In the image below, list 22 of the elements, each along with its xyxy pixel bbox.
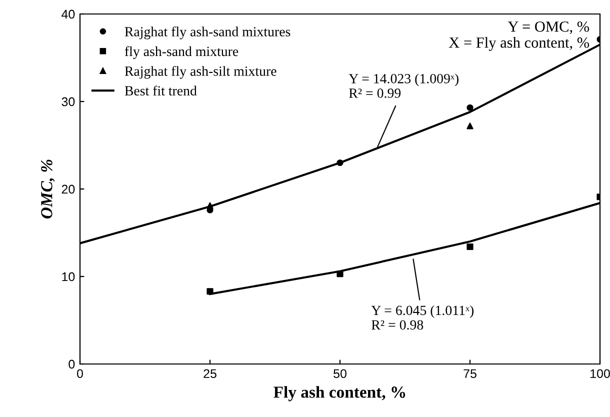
point bbox=[466, 122, 474, 130]
y-tick-label: 20 bbox=[62, 184, 75, 194]
y-tick-label: 40 bbox=[62, 10, 75, 19]
annotation: Y = 6.045 (1.011ˣ) R² = 0.98 bbox=[371, 305, 474, 330]
x-tick-label: 0 bbox=[77, 369, 83, 378]
y-tick-label: 10 bbox=[62, 272, 75, 282]
y-tick-label: 30 bbox=[62, 97, 75, 106]
annotation: Y = 14.023 (1.009ˣ) R² = 0.99 bbox=[348, 74, 458, 98]
y-axis-title: OMC, % bbox=[41, 160, 55, 218]
legend-label: fly ash-sand mixture bbox=[124, 46, 238, 59]
x-tick-label: 25 bbox=[204, 369, 216, 378]
x-tick-label: 75 bbox=[464, 369, 476, 378]
x-tick-label: 50 bbox=[334, 369, 346, 378]
legend-label: Rajghat fly ash-silt mixture bbox=[124, 66, 276, 79]
y-tick-label: 0 bbox=[68, 360, 75, 369]
x-tick-label: 100 bbox=[590, 369, 610, 378]
legend-label: Rajghat fly ash-sand mixtures bbox=[124, 26, 290, 40]
point bbox=[466, 104, 474, 111]
legend-label: Best fit trend bbox=[124, 86, 197, 96]
x-axis-title: Fly ash content, % bbox=[274, 386, 406, 402]
annotation: Y = OMC, % X = Fly ash content, % bbox=[448, 21, 590, 51]
point bbox=[466, 243, 474, 250]
